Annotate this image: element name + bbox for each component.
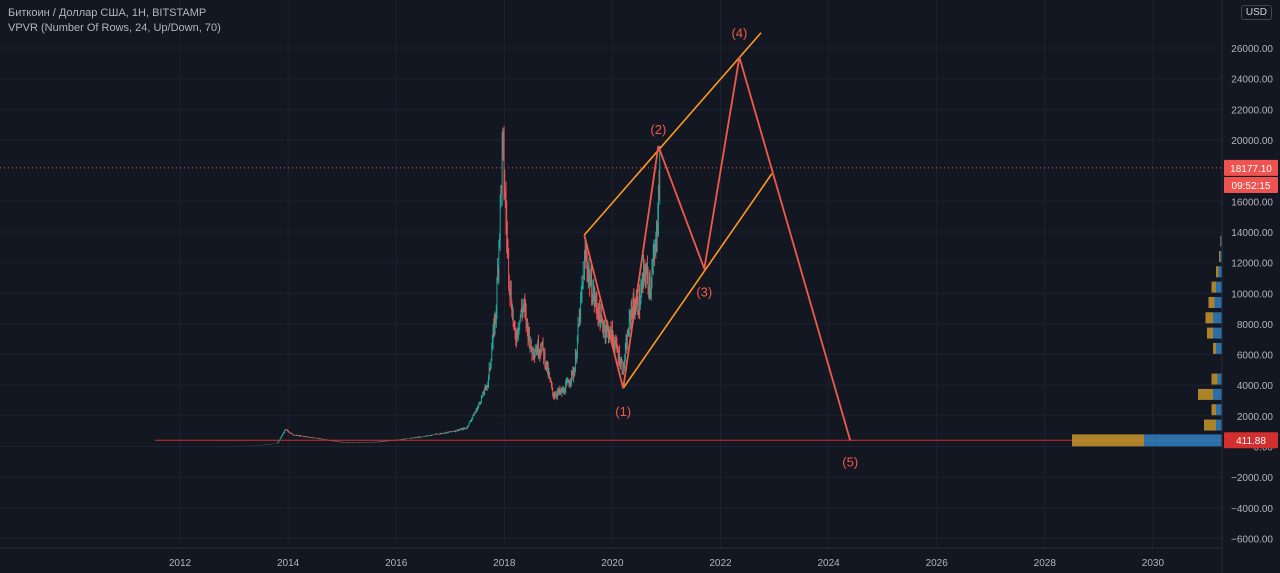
volume-bar-up: [1144, 434, 1222, 447]
x-tick-label: 2012: [169, 558, 192, 569]
volume-bar-down: [1205, 312, 1213, 324]
x-tick-label: 2014: [277, 558, 300, 569]
indicator-legend[interactable]: VPVR (Number Of Rows, 24, Up/Down, 70): [8, 22, 221, 34]
volume-bar-up: [1220, 250, 1222, 262]
level-label: 411.88: [1236, 436, 1266, 447]
x-tick-label: 2028: [1034, 558, 1057, 569]
volume-bar-up: [1216, 342, 1222, 354]
x-tick-label: 2016: [385, 558, 408, 569]
y-tick-label: 10000.00: [1231, 289, 1273, 300]
volume-bar-up: [1218, 266, 1222, 278]
volume-bar-up: [1213, 327, 1222, 339]
x-tick-label: 2024: [817, 558, 840, 569]
price-axis-panel: [1222, 0, 1280, 573]
level-label-bg: [1224, 432, 1278, 449]
x-tick-label: 2022: [709, 558, 732, 569]
y-tick-label: 4000.00: [1237, 381, 1274, 392]
volume-bar-up: [1217, 373, 1222, 385]
y-tick-label: 20000.00: [1231, 136, 1273, 147]
y-tick-label: 16000.00: [1231, 197, 1273, 208]
volume-bar-down: [1216, 266, 1219, 278]
volume-bar-down: [1207, 327, 1213, 339]
volume-bar-down: [1072, 434, 1144, 447]
volume-bar-up: [1216, 404, 1222, 416]
elliott-wave-path: [583, 56, 852, 441]
wave-label: (2): [650, 122, 666, 137]
price-label-bg: [1224, 159, 1278, 176]
y-tick-label: 2000.00: [1237, 412, 1274, 423]
timer-label: 09:52:15: [1232, 181, 1271, 192]
price-label: 18177.10: [1230, 164, 1272, 175]
volume-bar-down: [1208, 296, 1215, 308]
volume-profile: [1072, 235, 1222, 447]
volume-bar-down: [1211, 373, 1218, 385]
volume-bar-down: [1219, 250, 1221, 262]
x-tick-label: 2020: [601, 558, 624, 569]
volume-bar-up: [1220, 235, 1222, 247]
y-tick-label: 12000.00: [1231, 259, 1273, 270]
y-tick-label: 8000.00: [1237, 320, 1274, 331]
volume-bar-up: [1214, 296, 1222, 308]
volume-bar-up: [1213, 312, 1222, 324]
drawings[interactable]: (1) (2) (3) (4) (5): [0, 25, 1222, 469]
x-tick-label: 2030: [1142, 558, 1165, 569]
currency-button[interactable]: USD: [1240, 5, 1272, 20]
channel-line: [622, 173, 773, 389]
y-tick-label: 22000.00: [1231, 105, 1273, 116]
wave-label: (5): [842, 454, 858, 469]
volume-bar-down: [1213, 342, 1216, 354]
volume-bar-down: [1220, 235, 1221, 247]
y-tick-label: 14000.00: [1231, 228, 1273, 239]
wave-label: (4): [731, 25, 747, 40]
timer-label-bg: [1224, 177, 1278, 194]
y-tick-label: 26000.00: [1231, 44, 1273, 55]
y-tick-label: 6000.00: [1237, 351, 1274, 362]
y-tick-label: −4000.00: [1231, 504, 1273, 515]
y-tick-label: −2000.00: [1231, 473, 1273, 484]
x-tick-label: 2018: [493, 558, 516, 569]
volume-bar-down: [1211, 404, 1216, 416]
volume-bar-up: [1216, 419, 1222, 431]
y-tick-label: 24000.00: [1231, 75, 1273, 86]
volume-bar-up: [1213, 388, 1222, 400]
volume-bar-down: [1198, 388, 1213, 400]
wave-label: (3): [696, 284, 712, 299]
y-tick-label: −6000.00: [1231, 534, 1273, 545]
volume-bar-up: [1216, 281, 1222, 293]
volume-bar-down: [1204, 419, 1216, 431]
wave-label: (1): [615, 404, 631, 419]
x-tick-label: 2026: [926, 558, 949, 569]
volume-bar-down: [1211, 281, 1216, 293]
price-series: [157, 126, 661, 447]
channel-line: [583, 32, 762, 236]
symbol-title[interactable]: Биткоин / Доллар США, 1Н, BITSTAMP: [8, 7, 207, 19]
